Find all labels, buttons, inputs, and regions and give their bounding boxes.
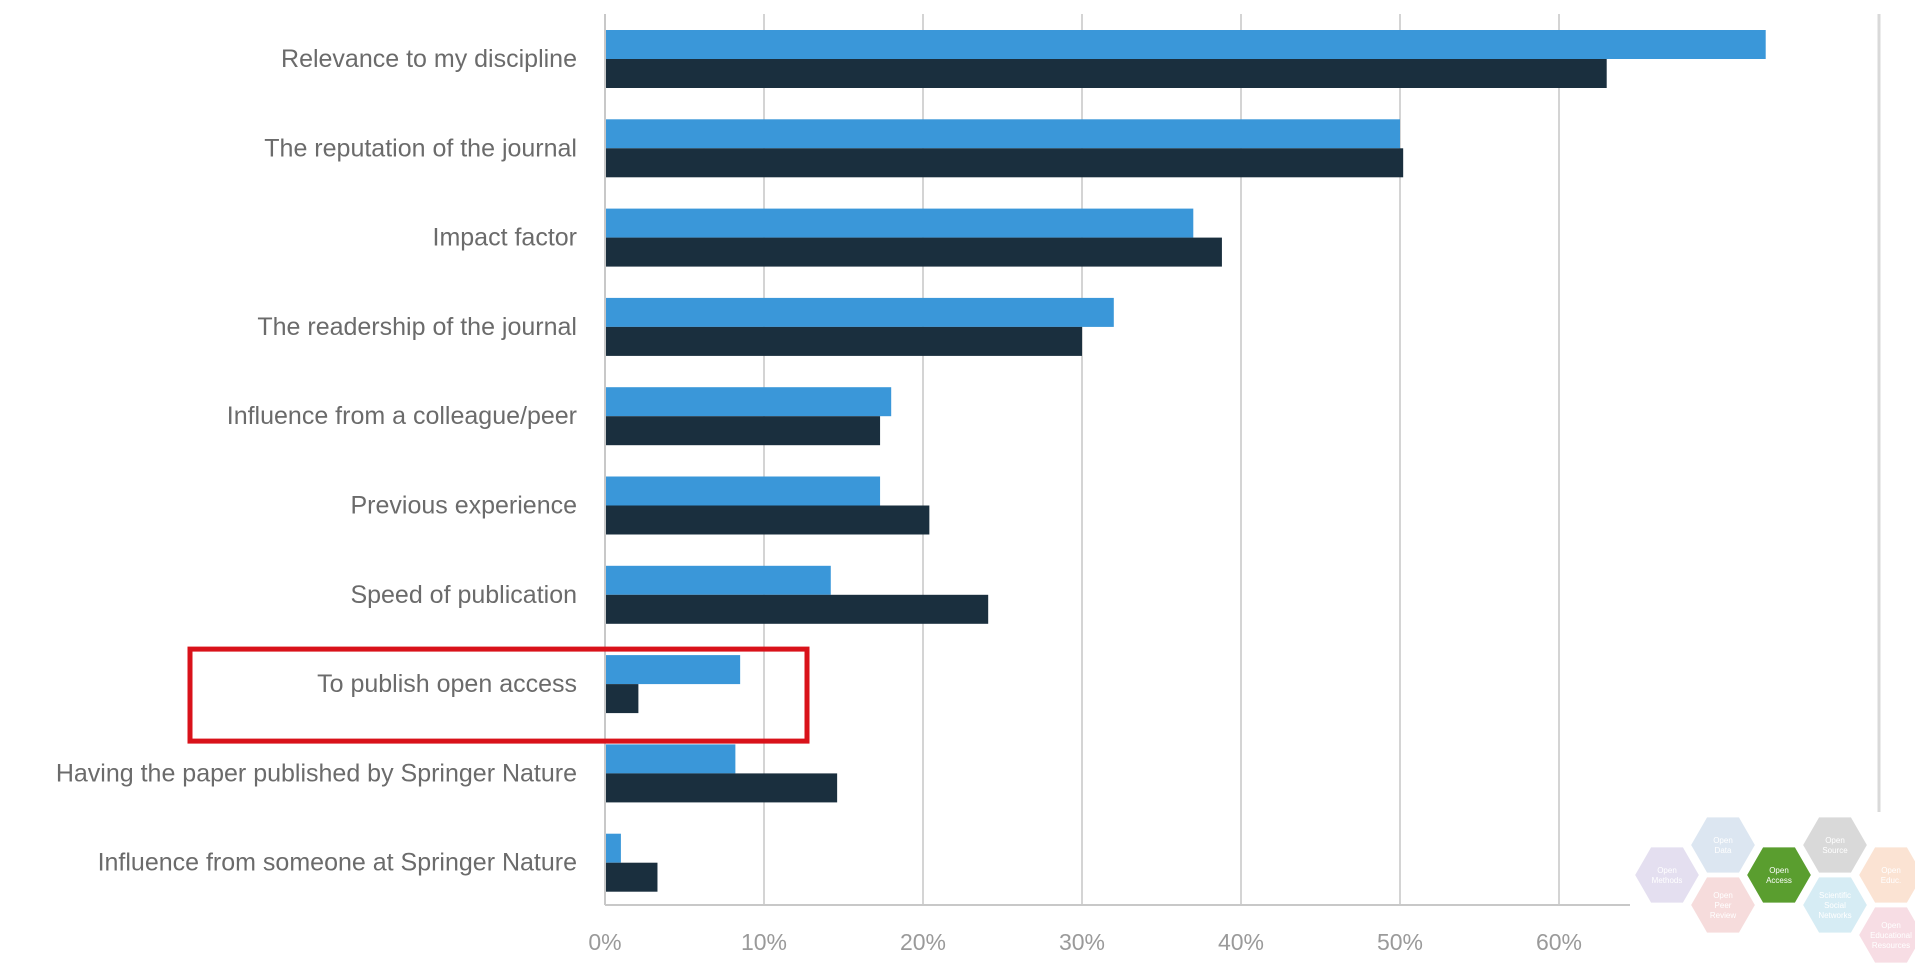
bar <box>605 684 639 714</box>
x-tick-label: 50% <box>1377 929 1423 955</box>
category-label: Relevance to my discipline <box>281 45 577 73</box>
bars <box>605 30 1766 892</box>
hexagon <box>1856 845 1915 905</box>
bar <box>605 416 881 446</box>
hexagon <box>1800 815 1870 875</box>
hexagon-label: Resources <box>1872 941 1910 950</box>
category-label: The reputation of the journal <box>264 134 577 162</box>
hexagon-label: Open <box>1713 891 1733 900</box>
hexagon-label: Networks <box>1818 911 1851 920</box>
category-label: Impact factor <box>433 224 578 252</box>
hexagon-label: Scientific <box>1819 891 1851 900</box>
category-label: To publish open access <box>317 670 577 698</box>
bar <box>605 30 1766 59</box>
hexagon-label: Review <box>1710 911 1736 920</box>
category-label: Speed of publication <box>350 581 577 609</box>
bar <box>605 237 1222 267</box>
x-tick-label: 0% <box>588 929 621 955</box>
bar <box>605 387 892 417</box>
hexagon-label: Open <box>1769 866 1789 875</box>
bar <box>605 833 621 863</box>
bar <box>605 326 1082 356</box>
hexagon <box>1744 845 1814 905</box>
x-tick-label: 30% <box>1059 929 1105 955</box>
bar <box>605 148 1404 178</box>
bar <box>605 744 736 774</box>
hexagon-label: Methods <box>1652 876 1683 885</box>
hexagon-label: Data <box>1715 846 1732 855</box>
hexagon-label: Educational <box>1870 931 1912 940</box>
bar <box>605 773 838 803</box>
category-label: The readership of the journal <box>257 313 577 341</box>
hexagon-label: Open <box>1881 921 1901 930</box>
hexagon-label: Access <box>1766 876 1792 885</box>
category-labels: Relevance to my discipline The reputation… <box>56 45 577 877</box>
category-label: Previous experience <box>350 492 577 520</box>
bar <box>605 119 1400 149</box>
bar <box>605 59 1607 88</box>
x-tick-label: 20% <box>900 929 946 955</box>
bar <box>605 297 1114 327</box>
hexagon <box>1632 845 1702 905</box>
hexagon-label: Peer <box>1715 901 1732 910</box>
bar <box>605 655 741 685</box>
category-label: Influence from a colleague/peer <box>227 402 577 430</box>
hexagon-label: Educ. <box>1881 876 1901 885</box>
x-tick-label: 60% <box>1536 929 1582 955</box>
hexagon-label: Social <box>1824 901 1846 910</box>
hexagon-label: Open <box>1713 836 1733 845</box>
x-tick-label: 10% <box>741 929 787 955</box>
hexagon-label: Open <box>1881 866 1901 875</box>
highlight-box <box>187 646 810 744</box>
bar <box>605 476 881 506</box>
bar <box>605 862 658 892</box>
category-label: Having the paper published by Springer N… <box>56 759 577 787</box>
hexagon <box>1688 815 1758 875</box>
x-tick-labels: 0% 10% 20% 30% 40% 50% 60% <box>588 929 1582 955</box>
open-science-hexagon-logo: OpenDataOpenSourceOpenMethodsOpenAccessO… <box>1632 815 1915 964</box>
hexagon-label: Source <box>1822 846 1848 855</box>
bar <box>605 594 989 624</box>
bar <box>605 565 831 595</box>
hexagon <box>1688 875 1758 935</box>
hexagon-label: Open <box>1825 836 1845 845</box>
bar <box>605 208 1194 238</box>
hexagon <box>1800 875 1870 935</box>
x-tick-label: 40% <box>1218 929 1264 955</box>
hexagon-label: Open <box>1657 866 1677 875</box>
category-label: Influence from someone at Springer Natur… <box>98 849 577 877</box>
bar <box>605 505 930 535</box>
